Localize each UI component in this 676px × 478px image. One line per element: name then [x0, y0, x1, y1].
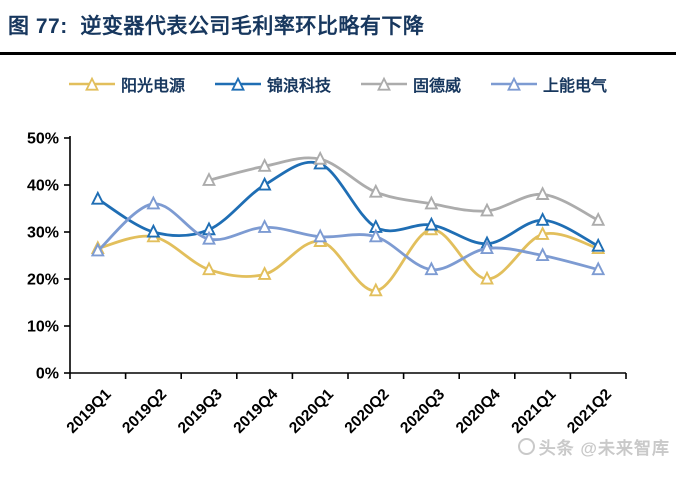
y-tick-label: 30% [27, 225, 59, 242]
figure-title: 图 77: 逆变器代表公司毛利率环比略有下降 [8, 15, 425, 38]
legend-label: 上能电气 [543, 78, 608, 95]
legend-marker-icon [361, 76, 407, 91]
data-point-marker-icon [591, 211, 606, 226]
data-point-marker-icon [591, 237, 606, 252]
data-point-marker-icon [313, 228, 328, 243]
data-point-marker-icon [480, 240, 494, 254]
data-point-marker-icon [202, 230, 216, 245]
series-2 [202, 150, 606, 226]
toutiao-logo-icon [517, 438, 535, 455]
data-point-marker-icon [202, 171, 216, 186]
x-tick-label: 2021Q2 [564, 386, 615, 437]
data-point-marker-icon [90, 190, 105, 205]
x-tick-label: 2020Q2 [342, 386, 393, 437]
series-1 [90, 155, 606, 252]
data-point-marker-icon [535, 186, 550, 200]
data-point-marker-icon [535, 247, 550, 262]
legend-marker-icon [214, 76, 261, 91]
title-divider [0, 52, 676, 55]
series-3 [90, 195, 606, 276]
data-point-marker-icon [146, 195, 161, 210]
data-point-marker-icon [480, 270, 494, 285]
legend-marker-icon [491, 76, 538, 91]
legend-item-3: 上能电气 [491, 72, 607, 96]
x-tick-label: 2020Q4 [453, 386, 504, 437]
legend-item-0: 阳光电源 [68, 72, 185, 96]
axes: 0% 10% 20% 30% 40% 50% [27, 131, 627, 383]
x-tick-label: 2020Q3 [397, 386, 448, 437]
data-point-marker-icon [368, 282, 383, 297]
data-point-marker-icon [257, 218, 272, 233]
legend-item-1: 锦浪科技 [214, 72, 331, 96]
data-point-marker-icon [480, 202, 494, 217]
data-point-marker-icon [257, 176, 272, 191]
y-tick-label: 10% [27, 319, 59, 336]
x-tick-label: 2019Q2 [119, 386, 170, 437]
x-tick-label: 2021Q1 [508, 386, 559, 437]
data-point-marker-icon [424, 195, 439, 210]
y-tick-label: 20% [27, 272, 59, 289]
data-point-marker-icon [368, 228, 383, 243]
x-tick-label: 2019Q1 [64, 386, 115, 437]
chart-legend: 阳光电源 锦浪科技 固德威 上能电气 [0, 72, 676, 96]
data-point-marker-icon [591, 261, 606, 276]
data-point-marker-icon [368, 183, 383, 198]
legend-label: 固德威 [413, 78, 462, 95]
data-point-marker-icon [424, 261, 439, 276]
data-point-marker-icon [535, 211, 550, 226]
legend-label: 锦浪科技 [266, 78, 331, 95]
y-tick-label: 50% [27, 131, 59, 148]
data-point-marker-icon [257, 265, 272, 280]
legend-marker-icon [68, 76, 115, 91]
watermark: 头条 @未来智库 [517, 434, 670, 459]
data-point-marker-icon [90, 242, 105, 257]
data-point-marker-icon [424, 216, 439, 231]
x-tick-label: 2019Q3 [175, 386, 226, 437]
x-tick-label: 2020Q1 [286, 386, 337, 437]
data-point-marker-icon [535, 226, 550, 240]
data-point-marker-icon [202, 261, 216, 276]
y-tick-label: 40% [27, 178, 59, 195]
line-chart: 0% 10% 20% 30% 40% 50% 2019Q1 2019Q2 2019Q3 2019Q… [27, 131, 627, 437]
data-point-marker-icon [146, 223, 161, 238]
legend-label: 阳光电源 [120, 78, 185, 95]
data-point-marker-icon [257, 157, 272, 172]
watermark-text: 头条 @未来智库 [538, 439, 670, 458]
x-tick-label: 2019Q4 [230, 386, 281, 437]
y-tick-label: 0% [36, 366, 59, 383]
data-point-marker-icon [313, 150, 328, 165]
legend-item-2: 固德威 [361, 72, 461, 96]
